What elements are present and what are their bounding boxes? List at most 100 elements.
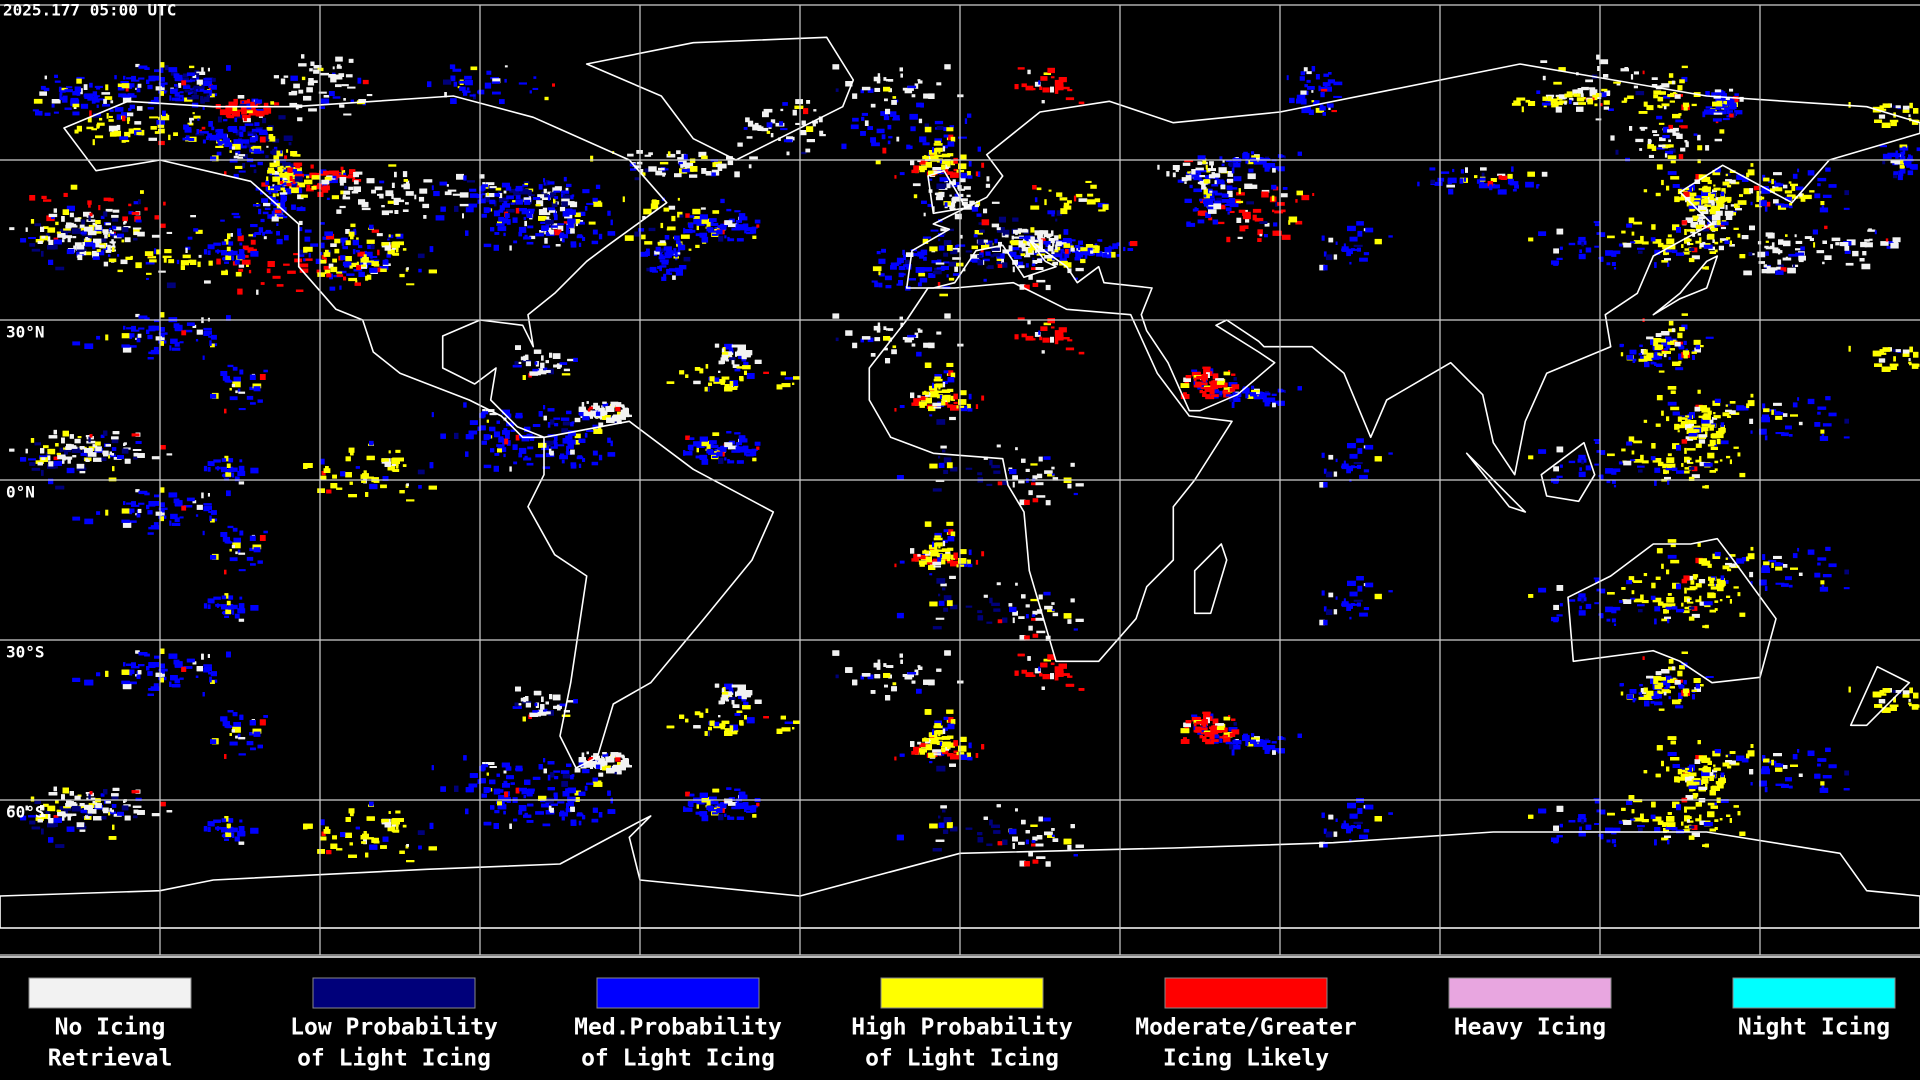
icing-pixel xyxy=(80,103,89,109)
icing-pixel xyxy=(459,203,469,207)
icing-pixel xyxy=(1032,260,1038,264)
icing-pixel xyxy=(108,115,113,119)
icing-pixel xyxy=(1553,98,1558,103)
icing-pixel xyxy=(228,458,234,463)
icing-pixel xyxy=(535,361,539,367)
icing-pixel xyxy=(1012,481,1015,488)
icing-pixel xyxy=(76,244,85,250)
icing-pixel xyxy=(335,84,342,88)
icing-pixel xyxy=(738,216,748,221)
icing-pixel xyxy=(502,218,509,224)
icing-pixel xyxy=(1691,466,1698,472)
icing-pixel xyxy=(1564,101,1567,105)
icing-pixel xyxy=(779,121,784,126)
icing-pixel xyxy=(339,285,342,290)
icing-pixel xyxy=(428,269,437,274)
icing-pixel xyxy=(602,403,609,407)
icing-pixel xyxy=(111,231,114,235)
icing-pixel xyxy=(262,211,269,215)
icing-pixel xyxy=(1611,250,1621,255)
icing-pixel xyxy=(181,80,187,86)
icing-pixel xyxy=(1566,91,1573,97)
icing-pixel xyxy=(1702,266,1706,270)
icing-pixel xyxy=(1065,97,1075,101)
icing-pixel xyxy=(944,64,951,70)
icing-pixel xyxy=(332,66,335,70)
icing-pixel xyxy=(1209,190,1213,193)
icing-pixel xyxy=(586,401,589,404)
icing-pixel xyxy=(543,367,548,372)
icing-pixel xyxy=(1650,456,1656,461)
icing-pixel xyxy=(1009,240,1014,244)
icing-pixel xyxy=(729,355,733,358)
icing-pixel xyxy=(543,182,548,186)
icing-pixel xyxy=(1219,156,1223,161)
icing-pixel xyxy=(1051,230,1054,237)
icing-pixel xyxy=(86,126,94,130)
icing-pixel xyxy=(1335,458,1338,463)
icing-pixel xyxy=(529,217,533,220)
icing-pixel xyxy=(1009,251,1017,257)
icing-pixel xyxy=(1032,185,1037,190)
icing-pixel xyxy=(1722,181,1730,186)
icing-pixel xyxy=(1038,80,1041,85)
icing-pixel xyxy=(734,171,740,178)
icing-pixel xyxy=(678,268,682,272)
icing-pixel xyxy=(689,174,698,178)
icing-pixel xyxy=(539,370,547,375)
icing-pixel xyxy=(991,223,1000,228)
icing-pixel xyxy=(1296,190,1303,196)
icing-pixel xyxy=(342,246,348,250)
icing-pixel xyxy=(1653,134,1660,137)
icing-pixel xyxy=(287,167,294,173)
icing-pixel xyxy=(1712,101,1721,107)
icing-pixel xyxy=(939,394,943,400)
icing-pixel xyxy=(1737,452,1741,457)
icing-pixel xyxy=(339,180,344,186)
icing-pixel xyxy=(120,81,129,84)
icing-pixel xyxy=(945,401,949,405)
icing-pixel xyxy=(1691,474,1700,479)
icing-pixel xyxy=(943,126,947,131)
icing-pixel xyxy=(554,214,558,221)
icing-pixel xyxy=(718,360,724,365)
icing-pixel xyxy=(328,91,335,96)
icing-pixel xyxy=(1008,245,1013,252)
icing-pixel xyxy=(1221,163,1225,167)
icing-pixel xyxy=(296,167,302,173)
icing-pixel xyxy=(1547,96,1552,102)
icing-pixel xyxy=(265,229,271,234)
icing-pixel xyxy=(343,172,347,175)
icing-pixel xyxy=(490,227,495,232)
icing-pixel xyxy=(1698,206,1707,210)
icing-pixel xyxy=(480,198,486,204)
icing-pixel xyxy=(1631,450,1635,455)
icing-pixel xyxy=(1769,245,1773,249)
icing-pixel xyxy=(1116,242,1121,247)
icing-pixel xyxy=(369,256,378,259)
icing-pixel xyxy=(936,267,943,270)
icing-pixel xyxy=(982,258,990,262)
icing-pixel xyxy=(337,64,341,68)
icing-pixel xyxy=(1831,237,1841,242)
icing-pixel xyxy=(305,258,313,261)
icing-pixel xyxy=(1447,177,1457,184)
icing-pixel xyxy=(658,167,665,171)
icing-pixel xyxy=(523,181,530,184)
icing-pixel xyxy=(929,178,933,181)
icing-pixel xyxy=(1666,238,1675,245)
icing-pixel xyxy=(1224,204,1234,206)
icing-pixel xyxy=(104,96,113,100)
icing-pixel xyxy=(800,130,807,136)
icing-pixel xyxy=(1651,84,1658,88)
icing-pixel xyxy=(197,118,200,121)
icing-pixel xyxy=(181,330,187,336)
icing-pixel xyxy=(1297,151,1302,156)
icing-pixel xyxy=(1868,228,1872,231)
icing-pixel xyxy=(934,374,942,379)
icing-pixel xyxy=(1015,447,1018,451)
icing-pixel xyxy=(981,245,990,249)
icing-pixel xyxy=(379,193,384,199)
icing-pixel xyxy=(255,187,260,191)
icing-pixel xyxy=(169,95,172,101)
